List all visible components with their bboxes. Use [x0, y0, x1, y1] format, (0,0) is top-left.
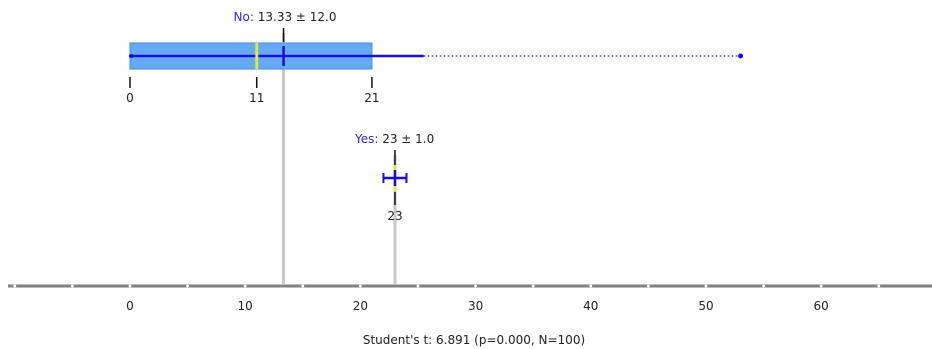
box-stat-label: 11 — [249, 91, 264, 105]
group-name: Yes: — [354, 132, 382, 146]
box-stat-label: 23 — [387, 209, 402, 223]
x-axis-minor-tick — [877, 284, 881, 288]
x-axis-minor-tick — [186, 284, 190, 288]
box-stat-label: 21 — [364, 91, 379, 105]
x-axis-minor-tick — [301, 284, 305, 288]
box-stat-label: 0 — [126, 91, 134, 105]
max-point — [738, 53, 744, 59]
group-stats: 13.33 ± 12.0 — [258, 10, 337, 24]
group-stats: 23 ± 1.0 — [382, 132, 434, 146]
x-axis-minor-tick — [359, 284, 362, 288]
x-tick-label: 20 — [353, 299, 368, 313]
x-axis-minor-tick — [416, 284, 420, 288]
x-tick-label: 50 — [698, 299, 713, 313]
x-axis-minor-tick — [819, 284, 823, 288]
x-tick-label: 40 — [583, 299, 598, 313]
x-tick-label: 60 — [814, 299, 829, 313]
x-tick-label: 10 — [238, 299, 253, 313]
x-axis-minor-tick — [647, 284, 650, 288]
x-axis-minor-tick — [128, 284, 132, 288]
x-axis-minor-tick — [13, 284, 17, 288]
x-tick-label: 0 — [126, 299, 134, 313]
test-statistic-label: Student's t: 6.891 (p=0.000, N=100) — [363, 333, 585, 347]
x-axis-minor-tick — [243, 284, 247, 288]
group-label: No: 13.33 ± 12.0 — [234, 10, 337, 24]
x-axis-minor-tick — [762, 284, 765, 288]
min-point — [129, 54, 133, 58]
x-axis-minor-tick — [704, 284, 708, 288]
x-axis-minor-tick — [589, 284, 593, 288]
group-name: No: — [234, 10, 258, 24]
x-axis-minor-tick — [71, 284, 74, 288]
x-tick-label: 30 — [468, 299, 483, 313]
x-axis-minor-tick — [531, 284, 535, 288]
x-axis-minor-tick — [474, 284, 477, 288]
group-label: Yes: 23 ± 1.0 — [354, 132, 434, 146]
